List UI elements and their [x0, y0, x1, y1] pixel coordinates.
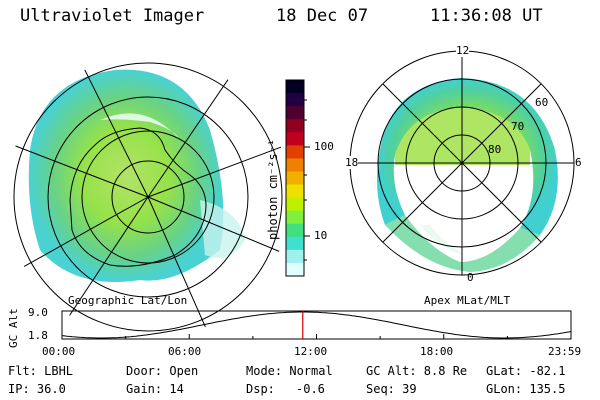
colorbar-ticks — [304, 99, 310, 261]
seq-info: Seq: 39 — [366, 382, 417, 396]
altitude-xtick-2359: 23:59 — [548, 345, 582, 358]
colorbar-segment — [286, 249, 304, 264]
colorbar-unit-label: photon cm⁻²s⁻¹ — [266, 138, 280, 240]
dsp-label: Dsp: — [246, 382, 275, 396]
colorbar-segment — [286, 158, 304, 172]
geographic-map — [27, 55, 245, 283]
colorbar-segment — [286, 210, 304, 225]
colorbar-segment — [286, 223, 304, 238]
app-title: Ultraviolet Imager — [20, 6, 205, 26]
colorbar-segment — [286, 197, 304, 212]
aurora-arc-lower — [385, 215, 540, 272]
mlt-label-18: 18 — [345, 156, 359, 169]
mlt-label-6: 6 — [575, 156, 582, 169]
mlat-label-80: 80 — [488, 143, 502, 156]
gain-info: Gain: 14 — [126, 382, 184, 396]
mode-info: Mode: Normal — [246, 364, 333, 378]
antarctica-coastline — [69, 127, 207, 267]
aurora-gap-right — [420, 225, 465, 255]
colorbar-segment — [286, 184, 304, 199]
altitude-xtick-1200: 12:00 — [294, 345, 328, 358]
altitude-plot — [61, 310, 572, 340]
altitude-xtick-0000: 00:00 — [42, 345, 76, 358]
colorbar-segment — [286, 80, 304, 94]
geographic-grid — [6, 55, 290, 339]
ip-info: IP: 36.0 — [8, 382, 66, 396]
colorbar-segment — [286, 262, 304, 277]
mlt-label-12: 12 — [456, 44, 470, 57]
header-date: 18 Dec 07 — [276, 6, 369, 26]
colorbar-tick-100: 100 — [314, 140, 334, 153]
colorbar-segment — [286, 132, 304, 146]
colorbar-segment — [286, 171, 304, 186]
magnetic-grid — [349, 50, 575, 276]
gc-alt-info: GC Alt: 8.8 Re — [366, 364, 468, 378]
aurora-gap-left — [100, 113, 180, 140]
altitude-curve — [61, 311, 572, 339]
header-time: 11:36:08 UT — [430, 6, 543, 26]
colorbar-segment — [286, 145, 304, 159]
aurora-oval-right — [376, 78, 558, 235]
colorbar-segment — [286, 119, 304, 133]
right-panel-label: Apex MLat/MLT — [424, 294, 511, 307]
altitude-ytick-max: 9.0 — [28, 306, 48, 319]
left-panel-label: Geographic Lat/Lon — [68, 294, 188, 307]
altitude-ytick-min: 1.8 — [28, 329, 48, 342]
coastline-fragment — [27, 55, 76, 79]
altitude-xtick-1800: 18:00 — [420, 345, 454, 358]
glon-info: GLon: 135.5 — [486, 382, 566, 396]
mlt-label-0: 0 — [467, 271, 474, 284]
colorbar-segment — [286, 106, 304, 120]
altitude-ylabel: GC Alt — [7, 308, 20, 348]
filter-info: Flt: LBHL — [8, 364, 74, 378]
aurora-emission-left — [28, 69, 224, 283]
glat-info: GLat: -82.1 — [486, 364, 566, 378]
faint-emission-left — [200, 200, 245, 258]
altitude-xtick-0600: 06:00 — [168, 345, 202, 358]
colorbar-segment — [286, 93, 304, 107]
colorbar — [286, 80, 304, 277]
colorbar-tick-10: 10 — [314, 229, 328, 242]
mlat-label-60: 60 — [535, 96, 549, 109]
altitude-x-ticks — [61, 334, 572, 339]
door-info: Door: Open — [126, 364, 199, 378]
mlat-label-70: 70 — [511, 120, 525, 133]
dsp-value: -0.6 — [296, 382, 325, 396]
colorbar-segment — [286, 236, 304, 251]
